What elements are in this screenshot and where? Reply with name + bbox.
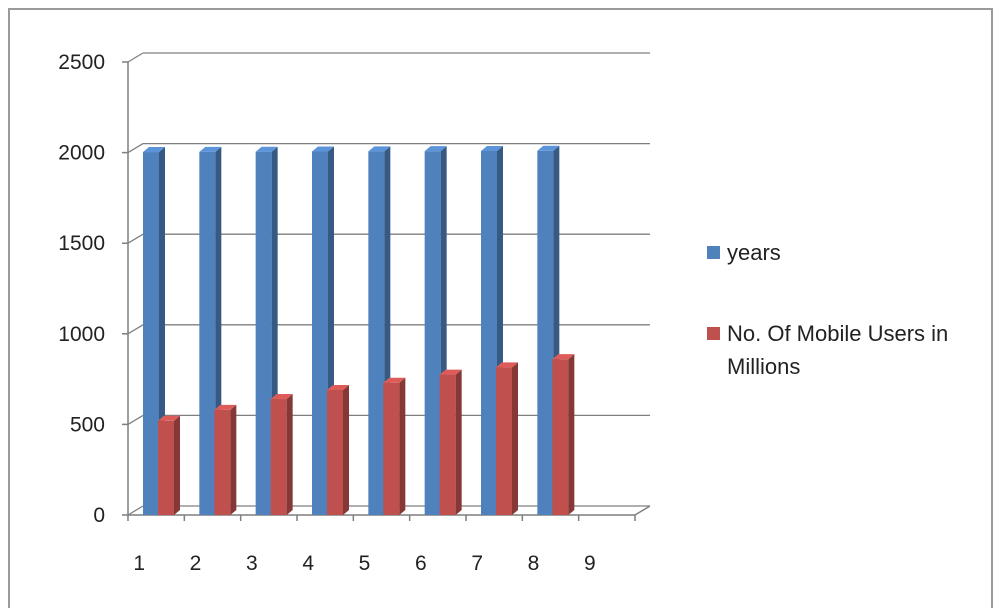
bar-mobile-users-5-front [383, 382, 400, 515]
bar-mobile-users-1-top [158, 415, 180, 421]
bar-years-5-front [368, 151, 385, 515]
bar-years-6-front [424, 151, 441, 516]
x-tick-label-5: 6 [415, 552, 427, 575]
legend-item-mobile-users: No. Of Mobile Users in Millions [707, 317, 992, 383]
bar-years-2-front [199, 151, 216, 516]
legend-item-years: years [707, 236, 992, 269]
x-tick-label-8: 9 [584, 552, 596, 575]
bar-mobile-users-1-front [158, 420, 174, 515]
x-tick-label-0: 1 [133, 552, 145, 575]
bar-mobile-users-7-top [496, 362, 518, 368]
bar-mobile-users-7-side [512, 362, 518, 515]
bar-years-3-front [255, 151, 272, 515]
bar-mobile-users-5-side [399, 377, 406, 515]
x-tick-label-1: 2 [190, 552, 202, 575]
bar-years-6-top [424, 146, 447, 152]
legend-label-mobile-users: No. Of Mobile Users in Millions [727, 321, 949, 379]
legend-label-years: years [727, 240, 781, 265]
bar-mobile-users-4 [327, 384, 349, 515]
bar-mobile-users-6-side [455, 369, 462, 515]
bar-years-7-front [481, 150, 497, 516]
bar-mobile-users-2 [214, 404, 237, 515]
bar-mobile-users-1-side [174, 415, 180, 515]
bar-mobile-users-6-front [439, 374, 456, 515]
x-axis-depth-line [634, 505, 651, 516]
legend: years No. Of Mobile Users in Millions [707, 236, 992, 431]
bar-years-1-top [143, 147, 165, 153]
x-tick-label-6: 7 [471, 552, 483, 575]
bar-years-8-top [537, 145, 560, 151]
bar-mobile-users-5 [383, 377, 406, 515]
bar-mobile-users-3-top [270, 394, 293, 400]
bar-mobile-users-6-top [439, 369, 462, 375]
y-tick-label-2: 1000 [58, 323, 105, 346]
bar-mobile-users-4-front [327, 389, 343, 515]
bar-mobile-users-5-top [383, 377, 406, 383]
bar-mobile-users-2-front [214, 409, 231, 515]
y-tick-label-3: 1500 [58, 232, 105, 255]
gridline-depth-0 [127, 505, 144, 516]
bar-mobile-users-1 [158, 415, 180, 515]
legend-swatch-years [707, 246, 720, 259]
bar-years-7-top [481, 145, 503, 151]
y-tick-label-5: 2500 [58, 51, 105, 74]
bar-mobile-users-8 [552, 354, 575, 515]
legend-swatch-mobile-users [707, 327, 720, 340]
bar-mobile-users-3-side [286, 394, 293, 515]
bar-mobile-users-3 [270, 394, 293, 515]
bar-mobile-users-3-front [270, 399, 287, 515]
bar-years-2-top [199, 146, 222, 152]
bar-mobile-users-4-top [327, 384, 349, 390]
x-tick-label-7: 8 [528, 552, 540, 575]
tick-labels: 0 500 1000 1500 2000 2500 1 2 3 4 5 6 7 8 9 [58, 51, 595, 575]
bar-years-4-top [312, 146, 334, 152]
bar-mobile-users-6 [439, 369, 462, 515]
bar-mobile-users-8-top [552, 354, 575, 360]
bar-years-8-front [537, 150, 554, 515]
y-tick-label-4: 2000 [58, 142, 105, 165]
y-tick-label-1: 500 [70, 413, 105, 436]
bar-mobile-users-7 [496, 362, 518, 515]
y-tick-label-0: 0 [93, 504, 105, 527]
gridline-depth-1 [127, 414, 144, 425]
x-tick-label-2: 3 [246, 552, 258, 575]
x-tick-label-3: 4 [302, 552, 314, 575]
bar-mobile-users-2-side [230, 404, 237, 515]
bar-years-4-front [312, 151, 328, 515]
bar-mobile-users-7-front [496, 367, 512, 515]
x-tick-label-4: 5 [359, 552, 371, 575]
bar-mobile-users-8-front [552, 359, 569, 515]
bar-mobile-users-2-top [214, 404, 237, 410]
bars [143, 145, 575, 516]
bar-mobile-users-8-side [568, 354, 575, 515]
gridline-depth-5 [127, 52, 144, 63]
bar-mobile-users-4-side [343, 384, 349, 515]
bar-years-3-top [255, 146, 278, 152]
gridline-depth-3 [127, 233, 144, 244]
gridline-depth-2 [127, 324, 144, 335]
gridline-depth-4 [127, 143, 144, 154]
bar-years-5-top [368, 146, 391, 152]
bar-years-1-front [143, 152, 159, 515]
